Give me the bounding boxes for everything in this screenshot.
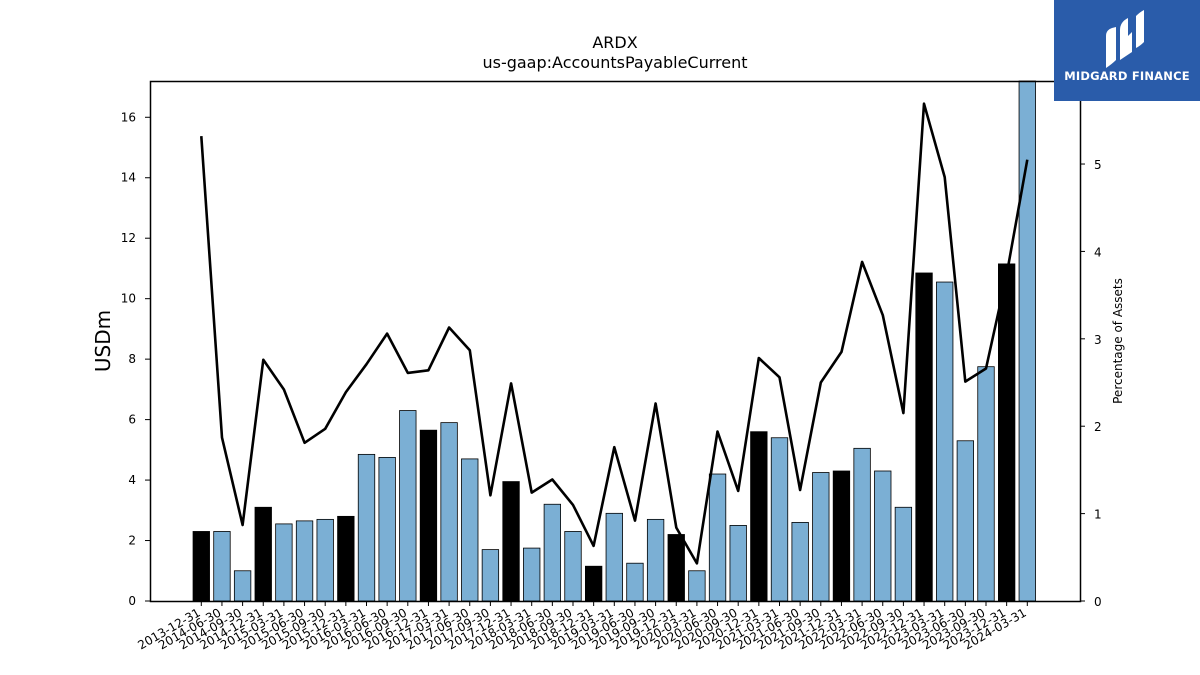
percentage-line xyxy=(200,102,1029,565)
y-tick-label-left-16: 16 xyxy=(121,110,136,124)
bar-2018-12-31 xyxy=(585,565,603,602)
bar-2024-03-31 xyxy=(1018,80,1036,602)
y-tick-label-right-2: 2 xyxy=(1094,420,1102,434)
logo-icon xyxy=(1106,10,1144,68)
bar-2021-03-31 xyxy=(770,437,789,602)
bar-2015-12-31 xyxy=(337,515,355,602)
bar-2016-06-30 xyxy=(378,456,396,602)
bar-2022-06-30 xyxy=(874,470,892,602)
bar-2023-09-30 xyxy=(977,366,995,602)
bar-2015-03-31 xyxy=(275,523,293,602)
bar-2019-09-30 xyxy=(646,518,665,602)
y-axis-left: 0 2 4 6 8 10 12 14 16 xyxy=(121,110,150,608)
y-tick-label-left-2: 2 xyxy=(128,534,136,548)
bar-2018-03-31 xyxy=(523,547,541,602)
bar-2013-12-31 xyxy=(192,531,210,602)
bar-2023-03-31 xyxy=(936,281,954,602)
bar-2023-06-30 xyxy=(956,440,974,602)
plot-frame xyxy=(149,80,1082,603)
bar-2022-03-31 xyxy=(853,447,871,602)
bar-2020-09-30 xyxy=(729,525,747,602)
x-axis: 2013-12-312014-06-302014-09-302014-12-31… xyxy=(135,601,1029,652)
bar-2021-06-30 xyxy=(791,521,809,602)
bar-2021-12-31 xyxy=(832,470,851,602)
y-tick-label-left-10: 10 xyxy=(121,292,136,306)
y-tick-label-right-1: 1 xyxy=(1094,508,1102,522)
bar-2014-09-30 xyxy=(233,570,252,602)
y-tick-label-left-4: 4 xyxy=(128,473,136,487)
bar-2020-03-31 xyxy=(688,570,706,602)
bar-2019-12-31 xyxy=(667,534,685,602)
bar-2016-03-31 xyxy=(357,453,376,602)
y-tick-label-left-8: 8 xyxy=(128,352,136,366)
bar-2017-09-30 xyxy=(481,549,500,602)
bar-2018-09-30 xyxy=(564,531,582,602)
line-group xyxy=(200,102,1029,565)
bar-2016-09-30 xyxy=(399,410,417,602)
bar-2019-06-30 xyxy=(626,562,644,602)
bar-2017-03-31 xyxy=(440,422,458,602)
y-tick-label-right-5: 5 xyxy=(1094,158,1102,172)
bar-2015-09-30 xyxy=(316,518,334,602)
y-tick-label-right-0: 0 xyxy=(1094,595,1102,609)
y-axis-right: 0 1 2 3 4 5 xyxy=(1080,158,1102,609)
bar-2014-06-30 xyxy=(213,531,231,602)
y-tick-label-right-4: 4 xyxy=(1094,245,1102,259)
y-tick-label-right-3: 3 xyxy=(1094,333,1102,347)
y-tick-label-left-14: 14 xyxy=(121,171,136,185)
bar-2018-06-30 xyxy=(543,503,561,602)
bar-2017-06-30 xyxy=(461,458,479,602)
bar-2019-03-31 xyxy=(605,512,623,602)
logo-text: MIDGARD FINANCE xyxy=(1064,69,1190,83)
y-tick-label-left-0: 0 xyxy=(128,594,136,608)
brand-logo: MIDGARD FINANCE xyxy=(1054,0,1200,101)
bar-2014-12-31 xyxy=(254,506,272,602)
bar-2022-12-31 xyxy=(915,272,933,602)
chart-title: ARDX xyxy=(592,33,637,52)
y-tick-label-left-6: 6 xyxy=(128,413,136,427)
bar-2017-12-31 xyxy=(502,481,520,602)
bar-2022-09-30 xyxy=(894,506,913,602)
bar-2020-12-31 xyxy=(750,431,768,602)
bars-group xyxy=(192,80,1036,602)
bar-2023-12-31 xyxy=(998,263,1016,602)
bar-2015-06-30 xyxy=(295,520,314,602)
chart-subtitle: us-gaap:AccountsPayableCurrent xyxy=(482,53,747,72)
bar-2021-09-30 xyxy=(812,472,830,602)
bar-2020-06-30 xyxy=(708,473,727,602)
bar-2016-12-31 xyxy=(419,429,438,602)
y-axis-label-left: USDm xyxy=(91,310,115,372)
y-axis-label-right: Percentage of Assets xyxy=(1111,278,1125,404)
y-tick-label-left-12: 12 xyxy=(121,231,136,245)
